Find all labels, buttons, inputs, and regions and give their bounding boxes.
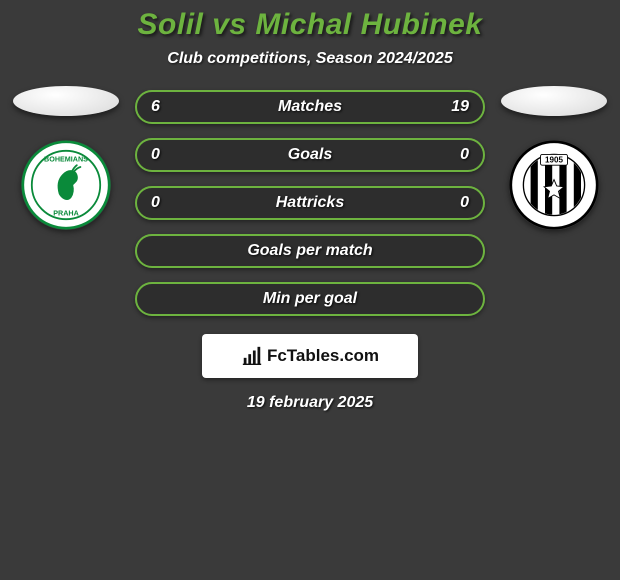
left-player-placeholder: [13, 86, 119, 116]
stat-row-hattricks: 0 Hattricks 0: [135, 186, 485, 220]
stat-label: Matches: [278, 98, 342, 116]
stat-label: Goals per match: [247, 242, 372, 260]
stat-right-value: 0: [460, 194, 469, 212]
svg-text:BOHEMIANS: BOHEMIANS: [44, 155, 88, 164]
stat-left-value: 0: [151, 194, 160, 212]
stat-row-goals: 0 Goals 0: [135, 138, 485, 172]
stats-column: 6 Matches 19 0 Goals 0 0 Hattricks 0 Goa…: [135, 86, 485, 316]
svg-text:1905: 1905: [545, 156, 563, 165]
bohemians-badge-icon: BOHEMIANS PRAHA: [21, 140, 111, 230]
stat-label: Goals: [288, 146, 332, 164]
page-title: Solil vs Michal Hubinek: [0, 8, 620, 42]
stat-row-matches: 6 Matches 19: [135, 90, 485, 124]
stat-row-min-per-goal: Min per goal: [135, 282, 485, 316]
date-text: 19 february 2025: [0, 394, 620, 412]
stat-row-goals-per-match: Goals per match: [135, 234, 485, 268]
stat-label: Min per goal: [263, 290, 357, 308]
brand-attribution: FcTables.com: [202, 334, 418, 378]
infographic-root: Solil vs Michal Hubinek Club competition…: [0, 0, 620, 412]
main-row: BOHEMIANS PRAHA 6 Matches 19 0 Goals 0: [0, 86, 620, 316]
subtitle: Club competitions, Season 2024/2025: [0, 50, 620, 68]
left-player-column: BOHEMIANS PRAHA: [11, 86, 121, 230]
stat-right-value: 19: [451, 98, 469, 116]
left-club-badge: BOHEMIANS PRAHA: [21, 140, 111, 230]
svg-text:PRAHA: PRAHA: [53, 209, 79, 218]
right-player-placeholder: [501, 86, 607, 116]
stat-left-value: 0: [151, 146, 160, 164]
right-club-badge: 1905: [509, 140, 599, 230]
brand-text: FcTables.com: [267, 346, 379, 366]
dynamo-badge-icon: 1905: [509, 140, 599, 230]
right-player-column: 1905: [499, 86, 609, 230]
stat-left-value: 6: [151, 98, 160, 116]
bar-chart-icon: [241, 345, 263, 367]
stat-right-value: 0: [460, 146, 469, 164]
stat-label: Hattricks: [276, 194, 344, 212]
